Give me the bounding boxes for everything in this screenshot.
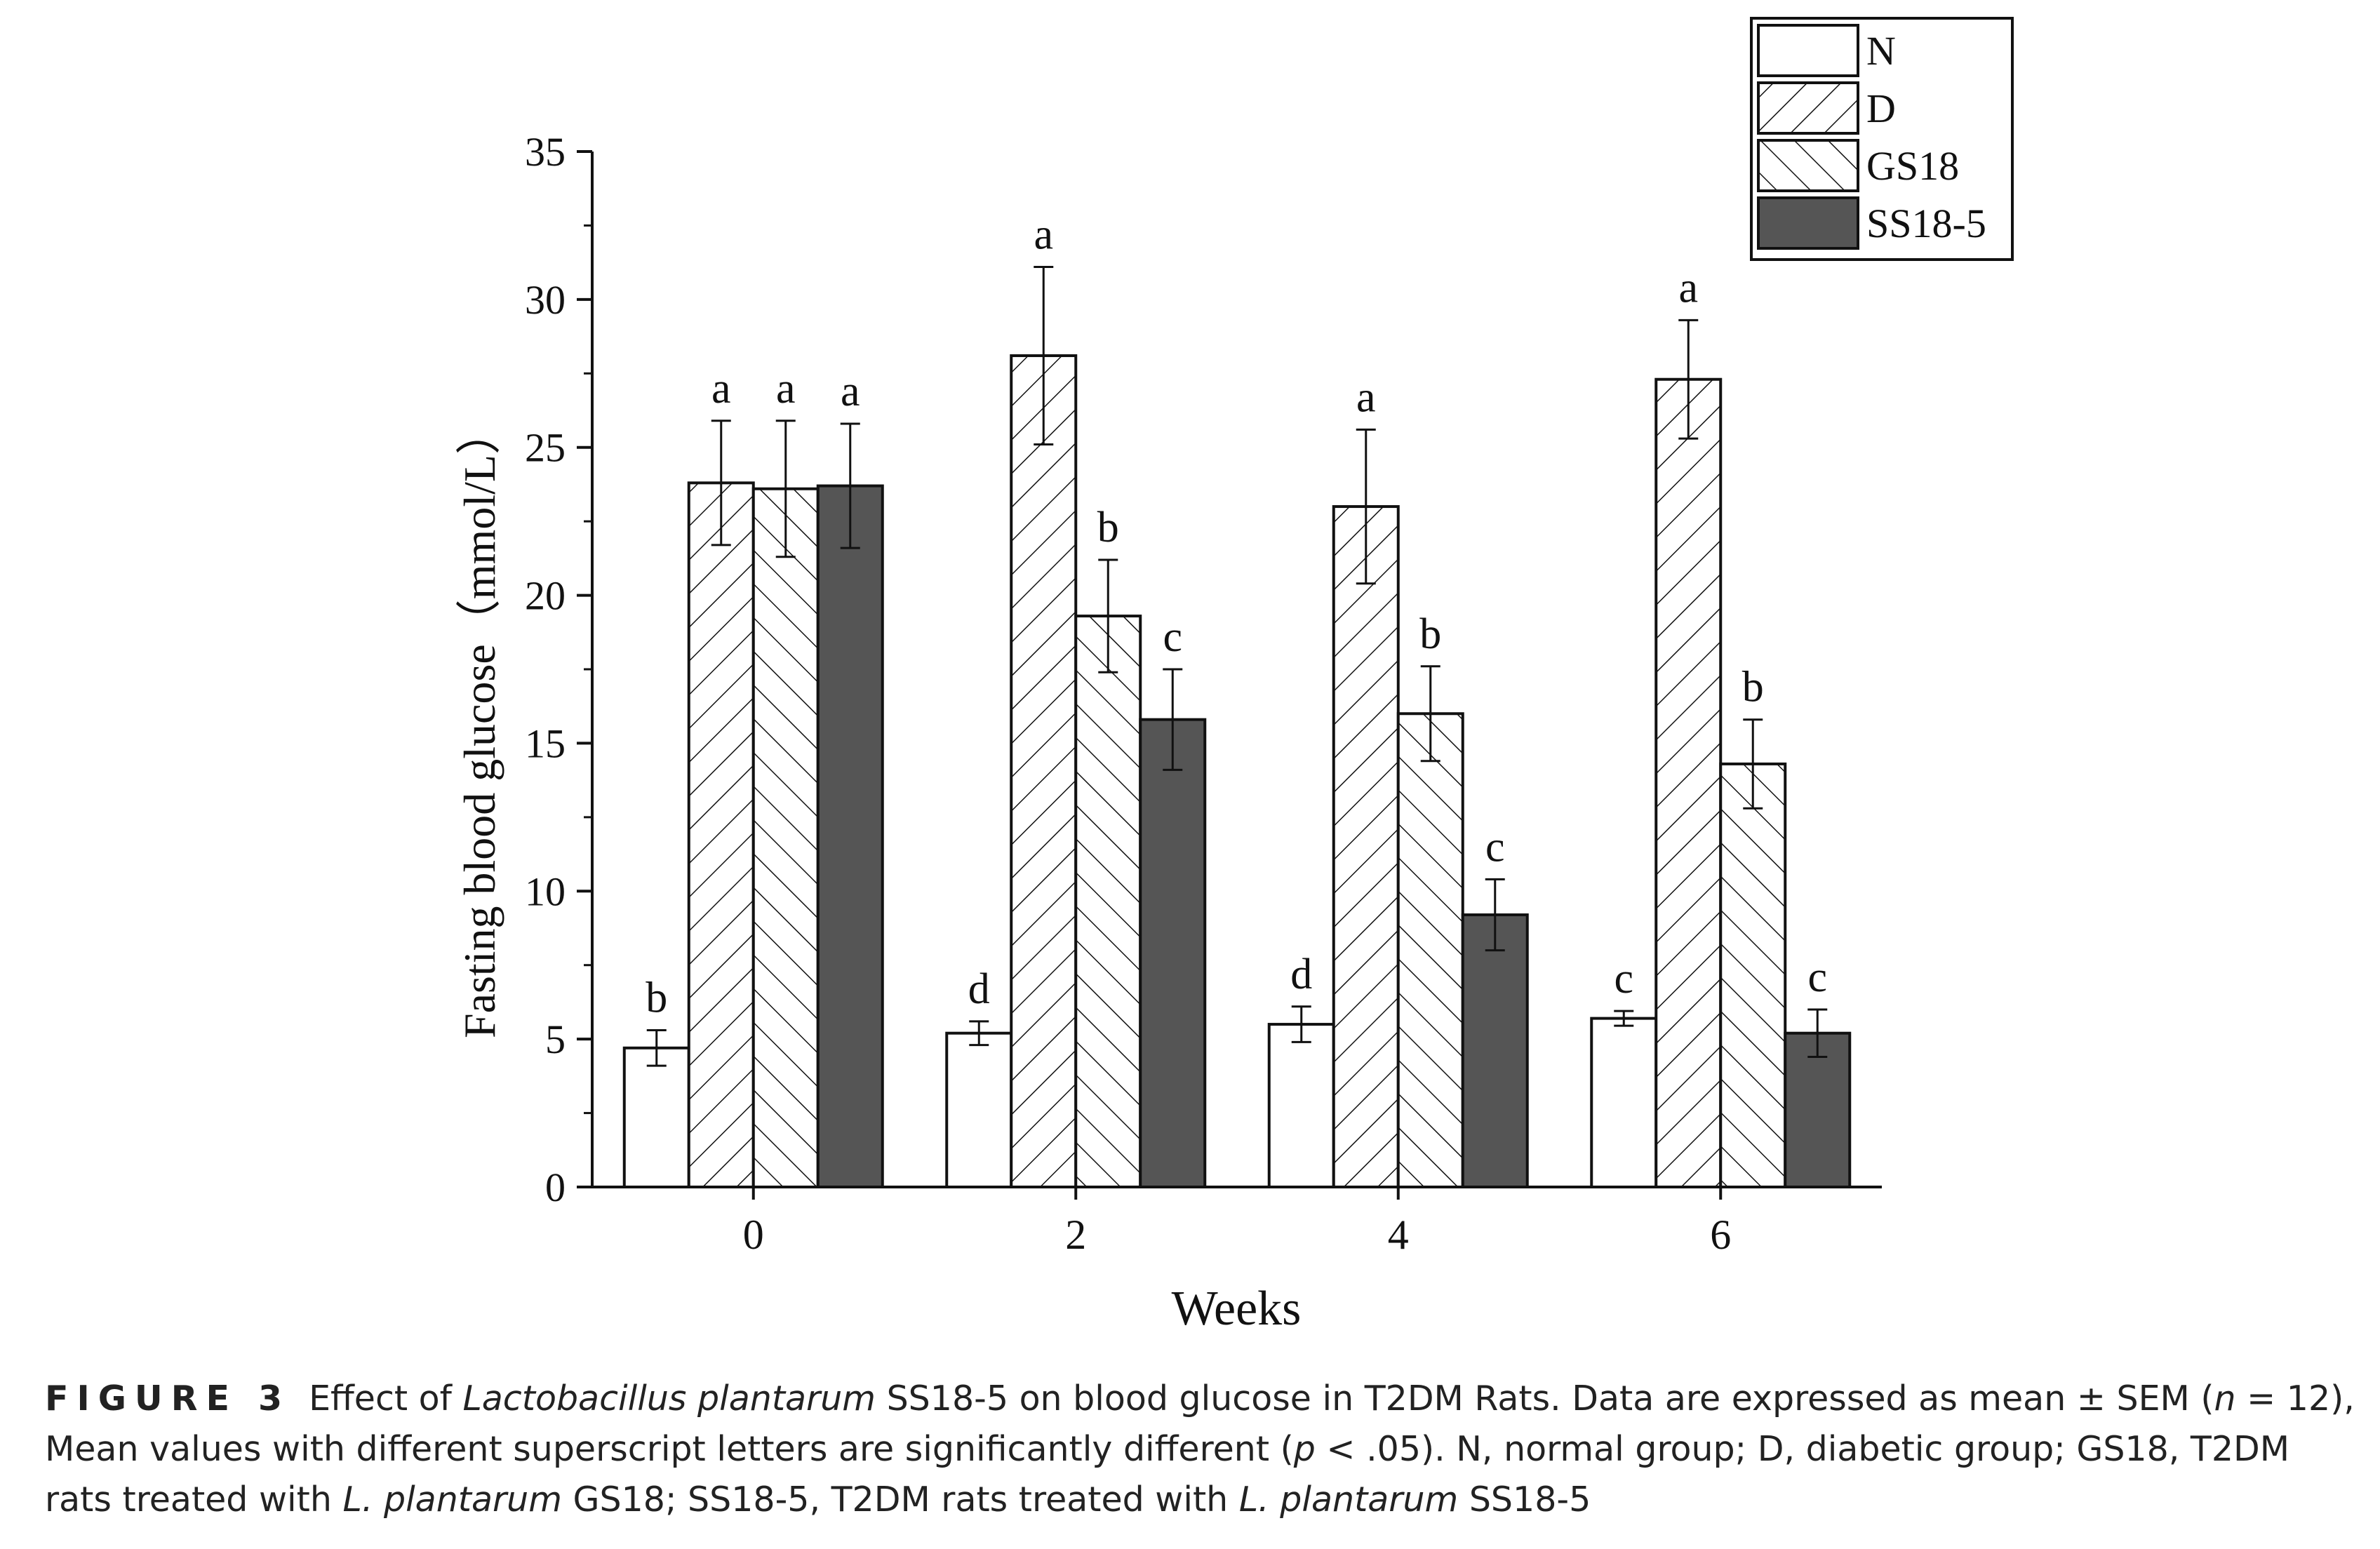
legend-label: SS18-5 xyxy=(1866,201,1986,246)
bar-GS18-week-4 xyxy=(1396,712,1464,1188)
significance-letter: c xyxy=(1807,953,1827,1001)
y-tick-label: 20 xyxy=(525,573,566,619)
legend-label: GS18 xyxy=(1866,143,1959,189)
bar-D-week-0 xyxy=(687,481,755,1188)
significance-letter: a xyxy=(711,365,731,413)
y-tick-label: 0 xyxy=(545,1165,566,1210)
bar-SS18-5-week-2 xyxy=(1139,718,1207,1188)
significance-letter: a xyxy=(1678,264,1698,311)
significance-letter: b xyxy=(1419,610,1441,658)
significance-letter: a xyxy=(776,365,796,413)
bar-GS18-week-2 xyxy=(1074,615,1142,1188)
legend-swatch-D xyxy=(1757,81,1859,135)
bar-D-week-2 xyxy=(1010,354,1078,1188)
y-tick-label: 25 xyxy=(525,425,566,471)
y-tick-label: 10 xyxy=(525,869,566,914)
bar-N-week-4 xyxy=(1267,1023,1335,1188)
legend-swatch-GS18 xyxy=(1757,139,1859,192)
significance-letter: a xyxy=(1034,210,1053,258)
significance-letter: d xyxy=(968,965,990,1013)
bar-N-week-2 xyxy=(945,1031,1013,1189)
significance-letter: b xyxy=(1742,664,1764,711)
significance-letter: a xyxy=(1356,373,1376,421)
bar-SS18-5-week-4 xyxy=(1461,913,1529,1188)
y-tick-label: 5 xyxy=(545,1017,566,1062)
x-tick-label: 4 xyxy=(1388,1212,1409,1258)
bar-SS18-5-week-6 xyxy=(1784,1031,1852,1189)
x-tick-label: 2 xyxy=(1065,1212,1086,1258)
significance-letter: b xyxy=(1097,504,1119,551)
bar-D-week-4 xyxy=(1332,505,1400,1188)
legend-label: D xyxy=(1866,86,1896,131)
bar-N-week-0 xyxy=(622,1046,690,1189)
legend-label: N xyxy=(1866,28,1896,74)
significance-letter: b xyxy=(646,974,667,1021)
significance-letter: a xyxy=(841,368,860,415)
legend-swatch-SS18-5 xyxy=(1757,196,1859,250)
bar-GS18-week-0 xyxy=(751,487,820,1188)
significance-letter: c xyxy=(1614,955,1633,1003)
bar-D-week-6 xyxy=(1654,377,1723,1188)
x-axis-label: Weeks xyxy=(1172,1282,1302,1336)
y-axis-label: Fasting blood glucose（mmol/L） xyxy=(455,410,504,1038)
figure-caption: FIGURE 3 Effect of Lactobacillus plantaru… xyxy=(45,1379,2355,1520)
bar-SS18-5-week-0 xyxy=(816,484,884,1188)
bar-N-week-6 xyxy=(1590,1017,1658,1188)
y-tick-label: 30 xyxy=(525,277,566,323)
legend-swatch-N xyxy=(1757,24,1859,77)
x-tick-label: 0 xyxy=(743,1212,764,1258)
significance-letter: c xyxy=(1485,823,1505,871)
bar-GS18-week-6 xyxy=(1719,762,1787,1189)
significance-letter: c xyxy=(1163,613,1182,661)
y-tick-label: 35 xyxy=(525,129,566,175)
legend: ND GS18 SS18-5 xyxy=(1750,17,2014,261)
y-tick-label: 15 xyxy=(525,720,566,766)
figure-label: FIGURE 3 xyxy=(45,1379,291,1419)
x-tick-label: 6 xyxy=(1710,1212,1731,1258)
significance-letter: d xyxy=(1290,951,1312,998)
